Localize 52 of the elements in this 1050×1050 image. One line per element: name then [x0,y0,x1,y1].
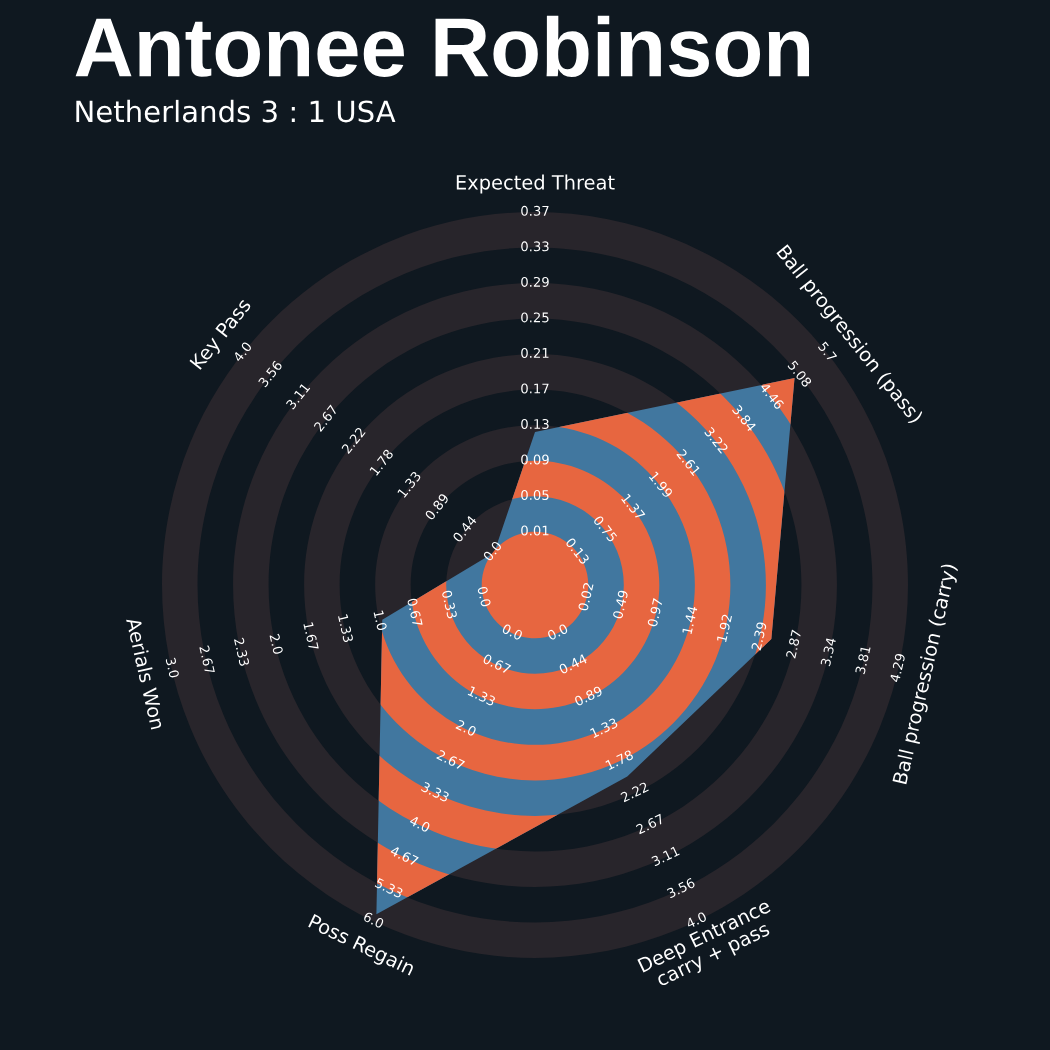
text: 1.92 [716,614,733,643]
text: 3.34 [820,637,837,667]
text: 4.67 [389,845,419,867]
text: 4.0 [408,815,431,833]
text: 1.33 [467,685,496,707]
text: 5.33 [374,877,404,899]
text: 4.0 [232,341,253,363]
text: 1.0 [373,610,388,631]
text: 0.0 [501,623,524,641]
text: 0.0 [546,623,569,641]
text: 0.89 [573,685,604,707]
text: 4.29 [889,653,906,683]
text: 0.67 [482,653,512,675]
chart-subtitle: Netherlands 3 : 1 USA [76,99,396,123]
text: 0.97 [647,598,663,627]
text: 1.33 [337,614,354,643]
text: 2.0 [455,719,477,737]
text: 6.0 [362,911,385,929]
text: 0.67 [406,597,423,627]
text: 0.0 [482,540,503,562]
text: 2.67 [635,813,665,835]
spoke-label: Expected Threat [456,174,615,194]
text: 0.37 [521,205,549,216]
text: 0.21 [521,347,549,358]
text: 2.33 [233,637,250,667]
text: 1.67 [303,622,319,651]
text: 3.33 [420,781,450,803]
text: 3.81 [854,645,871,675]
text: 0.02 [577,582,594,612]
chart-title: Antonee Robinson [75,15,810,77]
text: 2.67 [436,749,466,771]
text: 0.49 [612,589,629,620]
text: 2.87 [785,629,802,659]
text: 2.67 [199,645,215,675]
spoke-label: Aerials Won [125,616,166,730]
text: 3.56 [666,877,696,899]
text: 0.29 [521,276,549,287]
text: 0.25 [521,312,549,323]
text: 3.0 [165,657,180,679]
text: 2.39 [751,621,767,651]
text: 0.17 [521,383,549,394]
text: 1.44 [682,605,698,635]
text: 1.78 [605,749,634,771]
text: 0.44 [558,653,588,675]
text: 0.33 [521,241,549,252]
text: 1.33 [589,717,619,739]
text: 2.22 [620,781,649,803]
text: 0.33 [441,589,458,619]
text: 0.0 [477,586,492,608]
text: 3.11 [651,845,680,867]
text: 0.13 [521,418,549,429]
text: 2.0 [269,633,284,655]
